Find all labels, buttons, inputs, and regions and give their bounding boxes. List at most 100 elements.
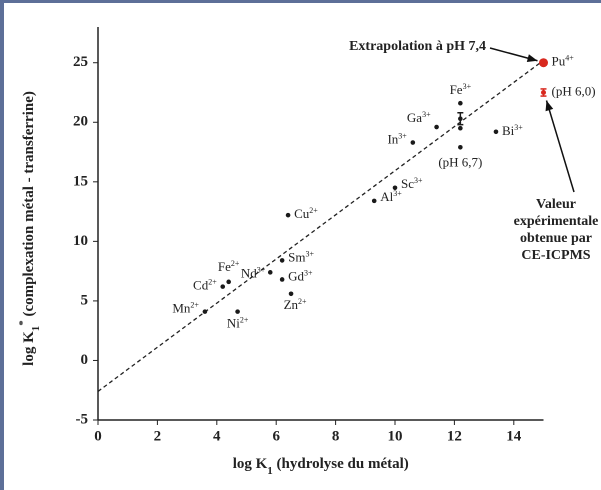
point-label-charge: 2+ — [298, 297, 307, 306]
point — [267, 270, 273, 275]
annotation: obtenue par — [520, 231, 592, 246]
point — [434, 124, 439, 130]
y-axis-label-sub: 1 — [30, 326, 42, 332]
point-label: Nd3+ — [241, 265, 266, 280]
y-axis-label-sup: * — [17, 320, 29, 326]
point-label-text: (pH 6,7) — [438, 154, 482, 169]
point — [279, 258, 285, 263]
point — [410, 140, 416, 145]
point — [458, 100, 463, 106]
point-label-text: Sm — [288, 249, 305, 264]
point-label-charge: 2+ — [309, 206, 318, 215]
point — [392, 185, 398, 191]
point — [458, 125, 463, 131]
point-label: Ga3+ — [407, 110, 431, 125]
point — [371, 198, 377, 204]
point — [279, 277, 285, 282]
y-tick-label: 10 — [73, 233, 88, 249]
annotation: Valeur — [536, 197, 576, 212]
point-label-text: Mn — [172, 301, 191, 316]
point-label-charge: 3+ — [305, 249, 314, 258]
point-label: (pH 6,7) — [438, 154, 482, 169]
point-label-text: In — [387, 132, 398, 147]
point-label: Ni2+ — [227, 315, 249, 330]
point-label: Pu4+ — [552, 54, 575, 69]
point — [235, 309, 240, 314]
point-label: Al3+ — [380, 189, 402, 204]
x-axis-label-text: log K — [233, 456, 268, 472]
point-label: Cu2+ — [294, 206, 318, 221]
point-label: Fe3+ — [450, 82, 472, 97]
point-label-text: Al — [380, 189, 393, 204]
y-tick-label: -5 — [76, 411, 89, 427]
point — [202, 309, 208, 314]
point-label-charge: 2+ — [190, 300, 199, 309]
point — [288, 291, 294, 297]
point-label: Cd2+ — [193, 277, 217, 292]
point-label: Fe2+ — [218, 259, 240, 274]
y-tick-label: 5 — [81, 292, 89, 308]
y-tick-label: 25 — [73, 54, 88, 70]
point-label-charge: 2+ — [231, 259, 240, 268]
x-tick-label: 0 — [94, 428, 102, 444]
point-label: (pH 6,0) — [552, 83, 596, 98]
point — [493, 129, 499, 135]
point-label: Zn2+ — [284, 297, 307, 312]
point-label-charge: 4+ — [565, 54, 574, 63]
point-label-charge: 3+ — [257, 265, 266, 274]
point-label-charge: 2+ — [208, 277, 217, 286]
x-tick-label: 2 — [154, 428, 162, 444]
point-label-text: (pH 6,0) — [552, 83, 596, 98]
y-axis-label-rest: (complexation métal - transferrine) — [21, 91, 37, 320]
point-label-text: Sc — [401, 176, 414, 191]
point-label-text: Bi — [502, 123, 515, 138]
annotation: CE-ICPMS — [521, 248, 590, 263]
x-tick-label: 10 — [388, 428, 403, 444]
point-label-charge: 3+ — [422, 110, 431, 119]
point-label-text: Nd — [241, 265, 257, 280]
point-label-text: Fe — [450, 82, 463, 97]
point — [458, 144, 463, 150]
point-label: Gd3+ — [288, 268, 313, 283]
annotation: Extrapolation à pH 7,4 — [349, 39, 486, 54]
x-tick-label: 8 — [332, 428, 340, 444]
arrow-head — [526, 54, 538, 63]
x-tick-label: 14 — [506, 428, 522, 444]
point — [285, 212, 291, 218]
point-label: Bi3+ — [502, 123, 523, 138]
point — [539, 58, 548, 68]
point-label-text: Fe — [218, 259, 231, 274]
point-label-charge: 3+ — [414, 176, 423, 185]
point-label-text: Cd — [193, 278, 209, 293]
point — [226, 279, 231, 285]
point — [458, 116, 463, 121]
x-axis-label-rest: (hydrolyse du métal) — [273, 456, 409, 472]
y-tick-label: 20 — [73, 114, 88, 130]
x-tick-label: 6 — [272, 428, 280, 444]
x-tick-label: 4 — [213, 428, 221, 444]
point-label-text: Ga — [407, 110, 422, 125]
point-label: Mn2+ — [172, 300, 199, 315]
x-axis-label: log K1 (hydrolyse du métal) — [233, 456, 409, 476]
arrow-head — [545, 100, 554, 112]
point-label-text: Gd — [288, 268, 304, 283]
point-label-text: Ni — [227, 316, 240, 331]
point — [541, 90, 546, 95]
x-tick-label: 12 — [447, 428, 462, 444]
point-label: In3+ — [387, 131, 407, 146]
point-label-text: Zn — [284, 297, 299, 312]
point — [220, 284, 226, 289]
point-label-charge: 2+ — [240, 315, 249, 324]
y-axis-label: log K1* (complexation métal - transferri… — [17, 91, 42, 366]
point-label: Sc3+ — [401, 176, 423, 191]
annotation: expérimentale — [514, 214, 599, 229]
point-label-text: Pu — [552, 54, 566, 69]
point-label-text: Cu — [294, 206, 310, 221]
point-label-charge: 3+ — [514, 123, 523, 132]
y-tick-label: 0 — [81, 352, 89, 368]
y-axis-label-text: log K — [21, 331, 37, 366]
x-axis-label-sub: 1 — [267, 465, 273, 477]
arrow-line — [545, 100, 575, 193]
point-label-charge: 3+ — [393, 189, 402, 198]
